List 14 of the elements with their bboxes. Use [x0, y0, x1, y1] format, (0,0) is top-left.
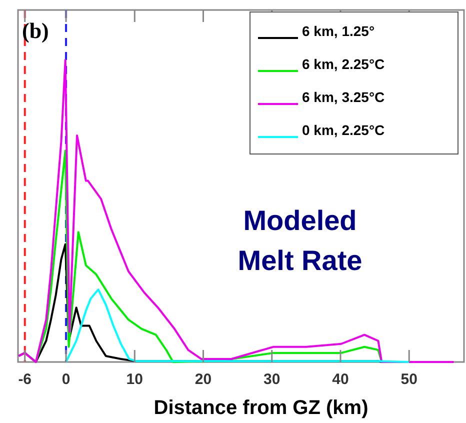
x-axis-title: Distance from GZ (km)	[154, 397, 368, 419]
legend-label: 6 km, 2.25°C	[302, 56, 385, 72]
annotation: Modeled Melt Rate	[238, 205, 362, 276]
x-tick-label: 50	[400, 371, 418, 388]
x-tick-label: 30	[264, 371, 280, 388]
legend-label: 0 km, 2.25°C	[302, 122, 385, 138]
text: (b)	[22, 18, 49, 43]
x-tick-label: 10	[126, 371, 143, 388]
legend-label: 6 km, 1.25°	[302, 23, 375, 39]
x-tick-label: 40	[332, 371, 349, 388]
legend-label: 6 km, 3.25°C	[302, 89, 385, 105]
x-tick-label: 0	[62, 371, 70, 388]
x-tick-label: 20	[194, 371, 212, 388]
x-tick-label: -6	[18, 371, 32, 388]
